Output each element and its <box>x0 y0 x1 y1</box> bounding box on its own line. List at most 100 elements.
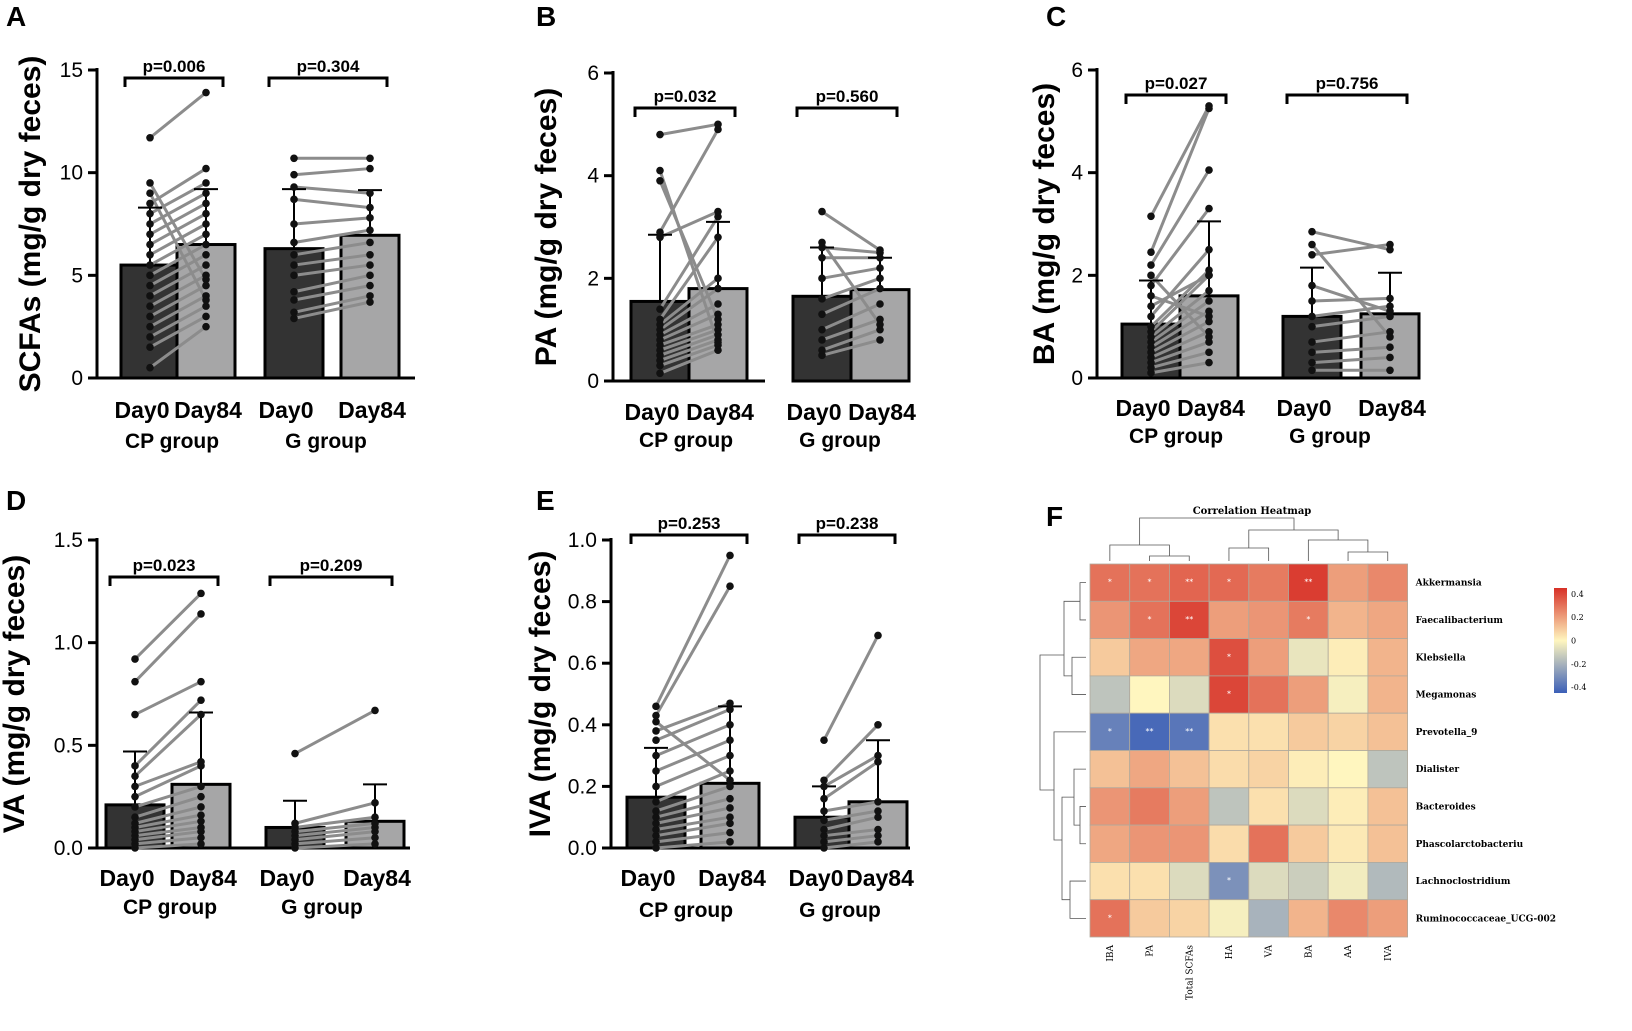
data-point-day84 <box>714 233 722 242</box>
data-point-day84 <box>1386 366 1394 375</box>
heatmap-cell <box>1327 750 1369 789</box>
data-point-day0 <box>820 782 828 791</box>
row-dendrogram <box>1053 731 1086 841</box>
paired-line <box>134 842 202 850</box>
paired-line <box>294 825 376 838</box>
data-point-day0 <box>652 838 660 846</box>
significance-star: * <box>1148 578 1152 587</box>
data-point-day84 <box>197 589 205 598</box>
heatmap-cell <box>1327 600 1369 639</box>
data-point-day84 <box>726 551 734 560</box>
paired-line <box>1311 345 1391 354</box>
y-tick-label: 0.2 <box>568 775 597 798</box>
data-point-day84 <box>874 751 882 760</box>
heatmap-cell <box>1248 563 1289 602</box>
data-point-day0 <box>290 308 298 317</box>
paired-line <box>293 294 371 314</box>
paired-line <box>293 167 371 177</box>
data-point-day0 <box>131 677 139 686</box>
heatmap-cell <box>1288 824 1329 863</box>
p-value-label: p=0.209 <box>300 556 363 575</box>
data-point-day0 <box>1147 322 1155 331</box>
paired-line <box>821 338 881 357</box>
heatmap-cell <box>1208 899 1250 938</box>
x-category-label: Day84 <box>343 865 411 891</box>
data-point-day84 <box>876 264 884 272</box>
paired-line <box>134 813 202 829</box>
data-point-day84 <box>202 281 210 290</box>
data-point-day84 <box>202 240 210 249</box>
data-point-day84 <box>876 336 884 344</box>
paired-line <box>293 228 371 244</box>
heatmap-cell <box>1367 600 1409 639</box>
data-point-day0 <box>1147 312 1155 321</box>
paired-line <box>1311 330 1391 344</box>
paired-line <box>655 738 731 773</box>
significance-bracket <box>268 575 394 586</box>
group-label: G group <box>799 899 881 922</box>
paired-line <box>654 585 732 717</box>
data-point-day84 <box>1205 271 1213 280</box>
x-category-label: Day0 <box>621 865 676 891</box>
column-dendrogram <box>1139 517 1295 545</box>
paired-line <box>133 699 203 767</box>
data-point-day0 <box>652 782 660 791</box>
x-category-label: Day84 <box>169 865 237 891</box>
data-point-day84 <box>371 840 379 848</box>
data-point-day84 <box>726 813 734 821</box>
data-point-day0 <box>656 228 664 236</box>
paired-line <box>293 197 371 210</box>
paired-line <box>659 302 719 337</box>
data-point-day0 <box>1308 348 1316 357</box>
heatmap-cell <box>1367 750 1409 789</box>
heatmap-row-label: Megamonas <box>1416 691 1477 701</box>
paired-line <box>658 170 720 343</box>
heatmap-cell <box>1248 675 1289 714</box>
y-axis-title: IVA (mg/g dry feces) <box>524 551 557 838</box>
data-point-day84 <box>197 823 205 832</box>
data-point-day84 <box>726 776 734 785</box>
heatmap-cell <box>1327 862 1369 901</box>
significance-star: * <box>1227 652 1231 661</box>
data-point-day0 <box>652 702 660 711</box>
paired-line <box>134 764 202 799</box>
data-point-day0 <box>1147 281 1155 290</box>
data-point-day0 <box>652 813 660 821</box>
data-point-day0 <box>131 762 139 770</box>
significance-bracket <box>1124 93 1228 104</box>
group-label: CP group <box>123 896 217 919</box>
heatmap-cell <box>1208 787 1250 826</box>
data-point-day84 <box>1205 348 1213 357</box>
data-point-day0 <box>652 727 660 735</box>
data-point-day0 <box>290 238 298 247</box>
data-point-day84 <box>876 300 884 308</box>
data-point-day84 <box>726 751 734 760</box>
heatmap-cell <box>1288 787 1329 826</box>
data-point-day0 <box>818 325 826 334</box>
data-point-day0 <box>820 831 828 840</box>
data-point-day0 <box>131 819 139 828</box>
panel-label: D <box>6 485 26 516</box>
y-tick-label: 6 <box>1071 59 1083 82</box>
heatmap-row-label: Prevotella_9 <box>1416 728 1478 738</box>
heatmap-cell <box>1367 712 1409 751</box>
row-dendrogram <box>1061 796 1074 901</box>
row-dendrogram <box>1039 654 1064 791</box>
group-label: G group <box>1289 425 1371 448</box>
data-point-day0 <box>146 261 154 269</box>
column-dendrogram <box>1248 529 1339 548</box>
paired-line <box>294 821 376 834</box>
group-label: CP group <box>1129 425 1223 448</box>
data-point-day84 <box>366 281 374 290</box>
data-point-day0 <box>146 271 154 280</box>
data-point-day0 <box>656 166 664 175</box>
x-category-label: Day0 <box>789 865 844 891</box>
paired-line <box>134 795 202 819</box>
heatmap-column-label: PA <box>1146 945 1156 957</box>
data-point-day84 <box>726 767 734 775</box>
data-point-day0 <box>131 782 139 791</box>
data-point-day84 <box>874 825 882 834</box>
paired-line <box>821 287 881 316</box>
paired-line <box>821 266 881 280</box>
data-point-day84 <box>714 274 722 283</box>
